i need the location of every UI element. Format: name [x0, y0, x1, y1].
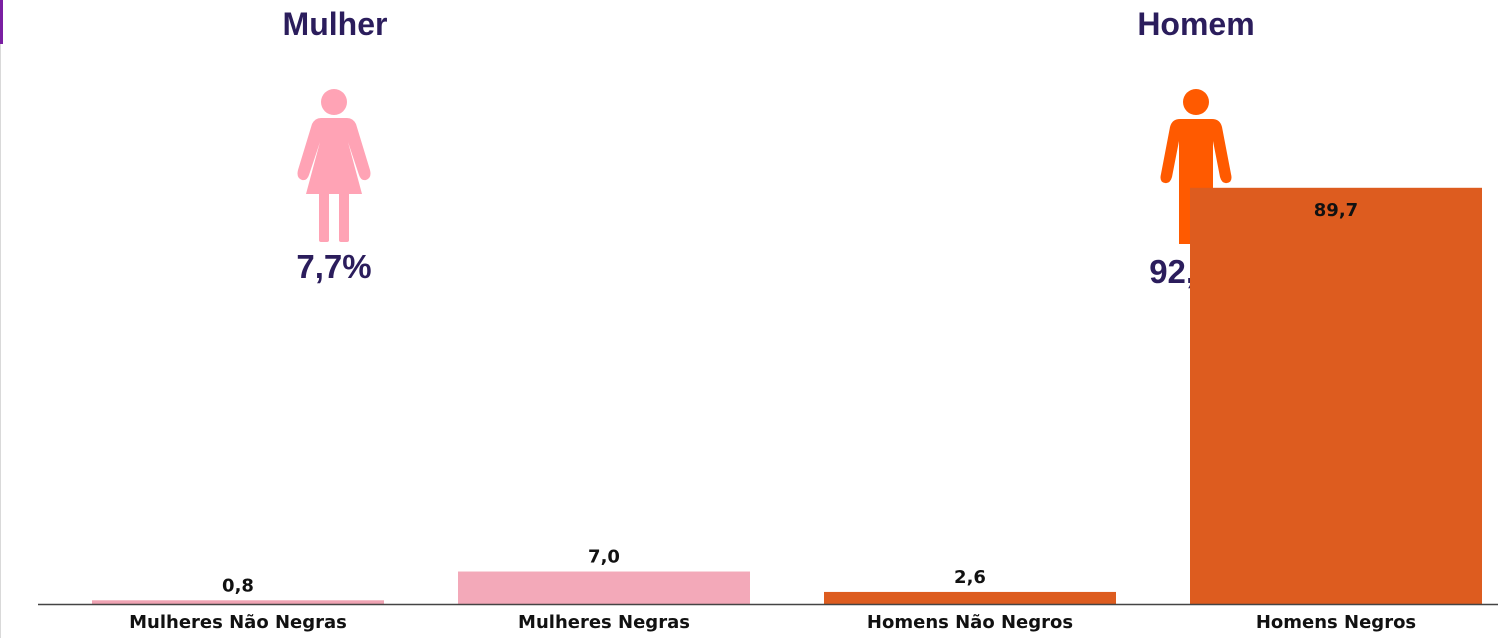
left-divider: [0, 44, 1, 638]
category-label-3: Homens Negros: [1256, 612, 1416, 633]
man-icon: [1160, 89, 1232, 244]
women-percent: 7,7%: [296, 248, 372, 285]
category-label-1: Mulheres Negras: [518, 612, 690, 633]
woman-icon: [297, 89, 371, 242]
bar-1: [458, 571, 750, 604]
bar-value-label-0: 0,8: [222, 575, 254, 596]
women-title: Mulher: [282, 6, 388, 42]
bar-value-label-3: 89,7: [1314, 200, 1358, 221]
bar-value-label-1: 7,0: [588, 547, 620, 568]
men-title: Homem: [1137, 6, 1255, 42]
bar-value-label-2: 2,6: [954, 567, 986, 588]
bar-3: [1190, 187, 1482, 605]
category-label-0: Mulheres Não Negras: [129, 612, 347, 633]
bar-0: [92, 600, 384, 604]
left-accent-bar: [0, 0, 3, 44]
category-label-2: Homens Não Negros: [867, 612, 1073, 633]
bar-2: [824, 591, 1116, 604]
